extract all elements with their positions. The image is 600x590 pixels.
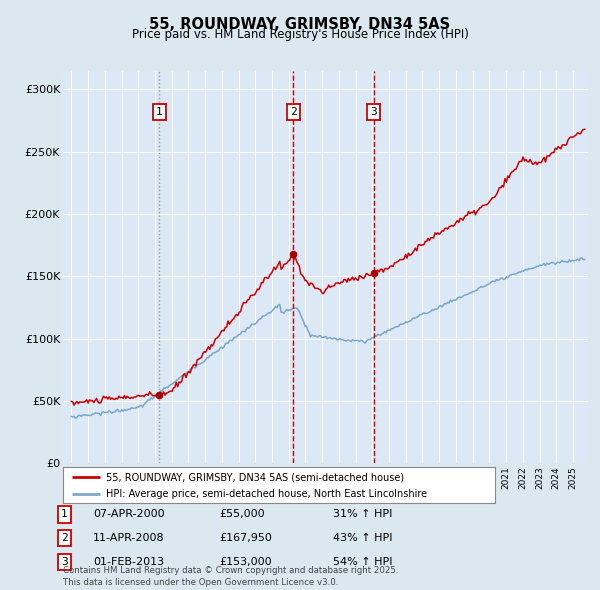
Text: 11-APR-2008: 11-APR-2008 xyxy=(93,533,164,543)
Text: £55,000: £55,000 xyxy=(219,510,265,519)
Text: £153,000: £153,000 xyxy=(219,557,272,566)
Text: 2: 2 xyxy=(61,533,68,543)
Text: 55, ROUNDWAY, GRIMSBY, DN34 5AS (semi-detached house): 55, ROUNDWAY, GRIMSBY, DN34 5AS (semi-de… xyxy=(106,472,404,482)
Text: 1: 1 xyxy=(156,107,163,117)
Text: Price paid vs. HM Land Registry's House Price Index (HPI): Price paid vs. HM Land Registry's House … xyxy=(131,28,469,41)
Text: 3: 3 xyxy=(370,107,377,117)
Text: £167,950: £167,950 xyxy=(219,533,272,543)
Text: 07-APR-2000: 07-APR-2000 xyxy=(93,510,164,519)
Text: HPI: Average price, semi-detached house, North East Lincolnshire: HPI: Average price, semi-detached house,… xyxy=(106,489,427,499)
Text: 2: 2 xyxy=(290,107,297,117)
Text: 01-FEB-2013: 01-FEB-2013 xyxy=(93,557,164,566)
Text: 31% ↑ HPI: 31% ↑ HPI xyxy=(333,510,392,519)
Text: 1: 1 xyxy=(61,510,68,519)
Text: 43% ↑ HPI: 43% ↑ HPI xyxy=(333,533,392,543)
Text: 54% ↑ HPI: 54% ↑ HPI xyxy=(333,557,392,566)
Text: 3: 3 xyxy=(61,557,68,566)
Text: 55, ROUNDWAY, GRIMSBY, DN34 5AS: 55, ROUNDWAY, GRIMSBY, DN34 5AS xyxy=(149,17,451,31)
Text: Contains HM Land Registry data © Crown copyright and database right 2025.
This d: Contains HM Land Registry data © Crown c… xyxy=(63,566,398,587)
